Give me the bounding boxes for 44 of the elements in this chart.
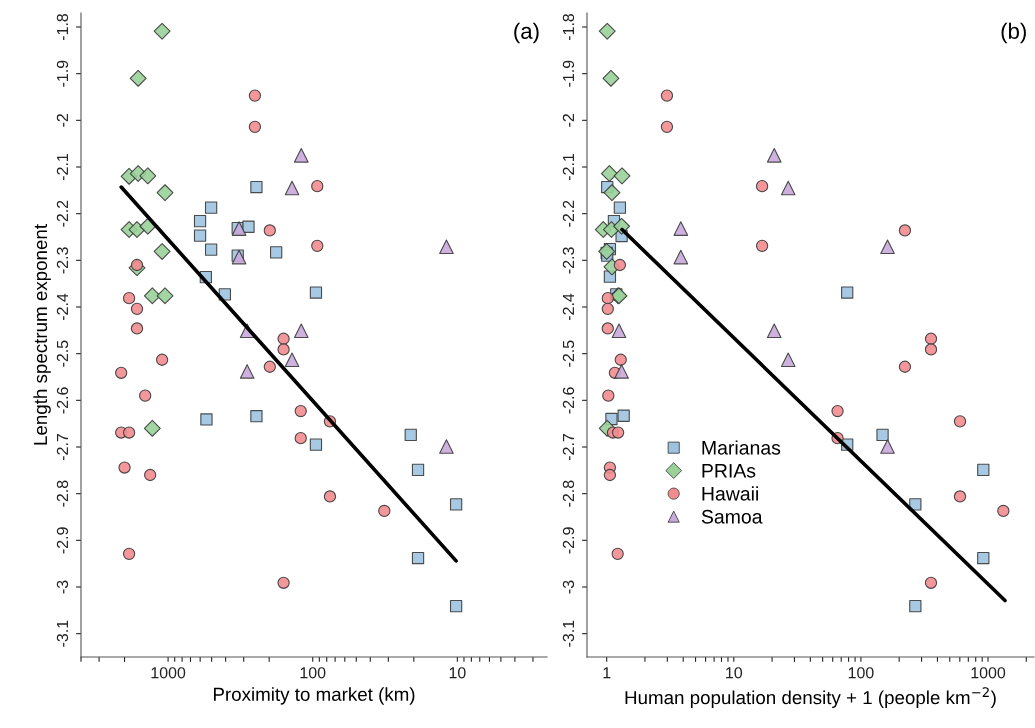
y-tick-label: -2.9 — [562, 527, 575, 554]
y-tick-label: -3 — [562, 580, 575, 594]
x-tick-label: 1 — [603, 667, 611, 679]
y-tick-label: -3.1 — [562, 620, 575, 647]
y-tick-label: -2.7 — [562, 434, 574, 461]
x-axis-title: Proximity to market (km) — [213, 687, 415, 705]
y-tick-label: -2.8 — [562, 480, 575, 507]
y-tick-label: -1.9 — [56, 60, 69, 87]
y-tick-label: -2.6 — [562, 387, 575, 414]
x-tick-label: 100 — [848, 667, 874, 679]
x-axis-title: Human population density + 1 (people km$^{−2}$) — [625, 687, 996, 708]
y-tick-label: -1.8 — [562, 13, 575, 41]
y-tick-label: -2.6 — [56, 387, 69, 414]
legend-label: Samoa — [701, 509, 763, 524]
x-tick-label: 1000 — [971, 667, 1006, 679]
y-tick-label: -2.3 — [562, 247, 575, 274]
y-tick-label: -2.3 — [56, 247, 69, 274]
y-tick-label: -2.2 — [562, 200, 574, 227]
y-tick-label: -2.2 — [56, 200, 68, 227]
y-axis-title: Length spectrum exponent — [33, 224, 51, 445]
legend-label: PRIAs — [702, 464, 756, 478]
legend-label: Hawaii — [702, 486, 758, 501]
y-tick-label: -2 — [56, 114, 68, 127]
y-tick-label: -2.4 — [56, 293, 68, 321]
y-tick-label: -3 — [56, 580, 69, 594]
y-tick-label: -3.1 — [56, 620, 69, 647]
y-tick-label: -1.9 — [562, 60, 575, 87]
y-tick-label: -2.4 — [562, 293, 574, 321]
chart-title: (b) — [1001, 22, 1026, 44]
y-tick-label: -1.8 — [56, 13, 69, 41]
x-tick-label: 1000 — [151, 667, 186, 679]
legend-label: Marianas — [702, 440, 781, 455]
y-tick-label: -2.5 — [56, 340, 69, 367]
chart-title: (a) — [514, 22, 539, 44]
x-tick-label: 10 — [726, 667, 743, 679]
x-tick-label: 100 — [300, 667, 326, 679]
y-tick-label: -2.1 — [56, 154, 68, 181]
y-tick-label: -2.1 — [562, 154, 574, 181]
x-tick-label: 10 — [449, 667, 466, 679]
y-tick-label: -2 — [562, 114, 574, 127]
y-tick-label: -2.9 — [56, 527, 69, 554]
y-tick-label: -2.7 — [56, 434, 68, 461]
y-tick-label: -2.8 — [56, 480, 69, 507]
y-tick-label: -2.5 — [562, 340, 575, 367]
